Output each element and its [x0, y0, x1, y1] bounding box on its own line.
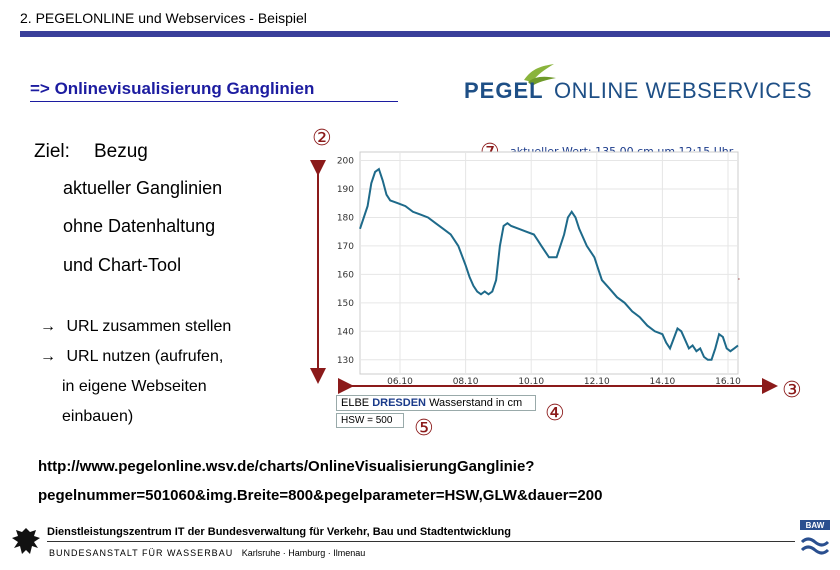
baw-logo-text: BAW — [806, 521, 825, 530]
arrow-icon: → — [40, 348, 56, 365]
page-title: 2. PEGELONLINE und Webservices - Beispie… — [20, 10, 307, 26]
footer-divider — [47, 541, 795, 542]
legend-param: Wasserstand in cm — [429, 397, 523, 409]
plot-area — [359, 151, 739, 375]
y-tick-label: 150 — [337, 299, 354, 309]
x-tick-label: 14.10 — [650, 377, 676, 387]
y-tick-label: 170 — [337, 242, 354, 252]
header-bar — [20, 31, 830, 37]
logo-text-online: ONLINE WEBSERVICES — [554, 78, 812, 103]
goal-label: Ziel: — [34, 141, 70, 162]
legend-river: ELBE — [341, 397, 370, 409]
y-tick-label: 130 — [337, 356, 354, 366]
goal-line-4: und Chart-Tool — [63, 255, 182, 275]
y-tick-label: 160 — [337, 270, 354, 280]
logo-text-pegel: PEGEL — [464, 78, 544, 103]
bullet-2-text: URL nutzen (aufrufen, — [66, 348, 224, 365]
bullet-1-text: URL zusammen stellen — [66, 318, 232, 335]
x-tick-label: 08.10 — [453, 377, 479, 387]
bullet-1: → URL zusammen stellen — [40, 318, 231, 336]
footer-title: Dienstleistungszentrum IT der Bundesverw… — [47, 526, 511, 538]
url-line-1[interactable]: http://www.pegelonline.wsv.de/charts/Onl… — [38, 458, 535, 475]
arrow-icon: → — [40, 318, 56, 335]
x-tick-label: 10.10 — [518, 377, 544, 387]
legend-station: DRESDEN — [372, 397, 426, 409]
bullet-2: → URL nutzen (aufrufen, — [40, 348, 223, 366]
y-tick-label: 200 — [337, 157, 354, 167]
section-subtitle: => Onlinevisualisierung Ganglinien — [30, 79, 315, 98]
callout-2: ② — [312, 126, 332, 151]
footer-locations: Karlsruhe · Hamburg · Ilmenau — [241, 548, 366, 558]
y-tick-label: 190 — [337, 185, 354, 195]
x-tick-label: 16.10 — [715, 377, 741, 387]
footer-org: BUNDESANSTALT FÜR WASSERBAU — [49, 548, 234, 558]
x-tick-label: 06.10 — [387, 377, 413, 387]
bullet-2-cont-1: in eigene Webseiten — [62, 378, 207, 395]
footer-subline: BUNDESANSTALT FÜR WASSERBAU Karlsruhe · … — [49, 548, 365, 558]
callout-3: ③ — [782, 378, 802, 403]
subtitle-underline — [30, 101, 398, 102]
legend-box: ELBE DRESDEN Wasserstand in cm — [336, 395, 536, 411]
hsw-box: HSW = 500 — [336, 413, 404, 428]
goal-line-3: ohne Datenhaltung — [63, 216, 216, 236]
url-line-2[interactable]: pegelnummer=501060&img.Breite=800&pegelp… — [38, 487, 603, 504]
goal-line-2: aktueller Ganglinien — [63, 178, 223, 198]
baw-logo: BAW — [800, 520, 830, 555]
bullet-2-cont-2: einbauen) — [62, 408, 134, 425]
water-level-chart: 130 140 150 160 170 180 190 200 06.10 08.10 10.10 1… — [337, 151, 741, 387]
callout-5: ⑤ — [414, 416, 434, 441]
goal-line-1: Bezug — [94, 141, 148, 162]
eagle-icon — [12, 528, 40, 554]
water-level-line — [359, 167, 739, 361]
pegelonline-logo: PEGEL ONLINE WEBSERVICES — [462, 62, 822, 106]
bird-icon — [524, 64, 556, 86]
y-tick-label: 140 — [337, 327, 354, 337]
y-tick-label: 180 — [337, 213, 354, 223]
x-tick-label: 12.10 — [584, 377, 610, 387]
callout-4: ④ — [545, 401, 565, 426]
